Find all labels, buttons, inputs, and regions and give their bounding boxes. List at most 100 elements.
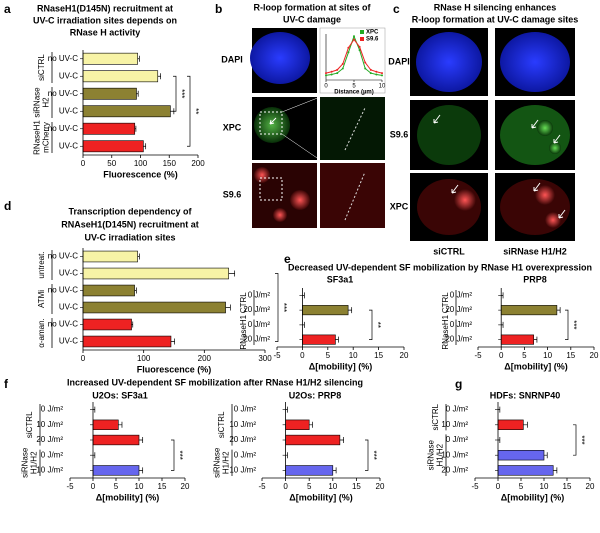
panel-letter: c bbox=[393, 2, 400, 16]
blob bbox=[549, 142, 561, 154]
category-label: no UV-C bbox=[48, 124, 78, 133]
significance-label: *** bbox=[279, 303, 288, 312]
panel-title: UV-C damage bbox=[283, 14, 341, 24]
group-label: siRNase bbox=[21, 447, 30, 478]
group-label: CTRL bbox=[441, 292, 450, 313]
x-tick-label: 10 bbox=[379, 84, 386, 90]
category-label: 0 J/m² bbox=[450, 290, 473, 299]
nucleus bbox=[416, 32, 482, 92]
bar bbox=[82, 70, 159, 83]
x-axis-label: Fluorescence (%) bbox=[103, 169, 178, 179]
significance-label: *** bbox=[569, 320, 578, 329]
x-axis-label: Δ[mobility] (%) bbox=[96, 492, 159, 502]
x-tick-label: 20 bbox=[400, 351, 409, 360]
category-label: 10 J/m² bbox=[229, 466, 256, 475]
group-label: siCTRL bbox=[217, 411, 226, 438]
group-label: siCTRL bbox=[37, 54, 46, 81]
significance-label: ** bbox=[373, 322, 382, 328]
chart-subtitle: U2Os: SF3a1 bbox=[92, 390, 148, 400]
x-tick-label: 0 bbox=[81, 159, 86, 168]
bar bbox=[82, 250, 138, 263]
group-label: siRNase bbox=[213, 447, 222, 478]
arrow bbox=[531, 119, 539, 129]
x-tick-label: 20 bbox=[586, 482, 595, 491]
group-label: H1/H2 bbox=[436, 443, 445, 466]
bar bbox=[82, 87, 137, 100]
bar bbox=[497, 419, 524, 430]
chart-title: RNAseH1(D145N) recruitment at bbox=[61, 219, 199, 229]
bar bbox=[497, 450, 545, 461]
category-label: 20 J/m² bbox=[229, 435, 256, 444]
error-bar bbox=[131, 321, 134, 328]
x-axis-label: Distance (µm) bbox=[334, 90, 373, 96]
x-tick-label: 20 bbox=[376, 482, 385, 491]
row-label: DAPI bbox=[388, 56, 410, 66]
category-label: UV-C bbox=[59, 141, 78, 150]
nucleus bbox=[500, 179, 570, 235]
error-bar bbox=[339, 437, 345, 443]
profile-line bbox=[344, 171, 366, 221]
error-bar bbox=[137, 55, 140, 62]
x-tick-label: -5 bbox=[66, 482, 74, 491]
panel-title: RNase H silencing enhances bbox=[434, 2, 557, 12]
group-label: α-aman. bbox=[37, 318, 46, 348]
bar bbox=[285, 465, 334, 476]
panel-letter: g bbox=[455, 377, 462, 391]
column-label: siCTRL bbox=[433, 246, 465, 256]
legend-label: S9.6 bbox=[366, 37, 379, 43]
roi bbox=[259, 177, 283, 201]
x-tick-label: 20 bbox=[181, 482, 190, 491]
x-tick-label: 200 bbox=[191, 159, 205, 168]
error-bar bbox=[118, 421, 123, 428]
error-bar bbox=[139, 467, 144, 474]
category-label: 0 J/m² bbox=[248, 290, 271, 299]
chart-title: Decreased UV-dependent SF mobilization b… bbox=[288, 262, 592, 272]
x-tick-label: -5 bbox=[471, 482, 479, 491]
bar bbox=[82, 140, 144, 153]
chart-title: UV-C irradiation sites depends on bbox=[33, 15, 177, 25]
group-label: untreat. bbox=[37, 251, 46, 278]
x-tick-label: 15 bbox=[158, 482, 167, 491]
bar bbox=[92, 434, 140, 446]
row-label: XPC bbox=[223, 122, 242, 132]
bar bbox=[302, 305, 349, 316]
x-tick-label: 15 bbox=[352, 482, 361, 491]
group-label: RNaseH1 bbox=[441, 314, 450, 349]
category-label: no UV-C bbox=[48, 89, 78, 98]
error-bar bbox=[332, 467, 337, 474]
category-label: 0 J/m² bbox=[446, 435, 469, 444]
bar bbox=[92, 465, 140, 476]
error-bar bbox=[533, 336, 538, 343]
error-bar bbox=[136, 90, 139, 97]
significance-bracket bbox=[565, 309, 569, 340]
bar bbox=[285, 434, 341, 446]
error-bar bbox=[523, 421, 528, 428]
x-tick-label: 50 bbox=[107, 159, 116, 168]
significance-label: *** bbox=[177, 89, 186, 98]
group-label: H1/H2 bbox=[222, 451, 231, 474]
x-tick-label: 5 bbox=[352, 84, 356, 90]
legend-label: XPC bbox=[366, 30, 379, 36]
x-tick-label: 15 bbox=[374, 351, 383, 360]
x-tick-label: 0 bbox=[283, 482, 288, 491]
x-tick-label: -5 bbox=[273, 351, 281, 360]
error-bar bbox=[556, 307, 561, 314]
category-label: 10 J/m² bbox=[36, 466, 63, 475]
error-bar bbox=[139, 437, 144, 443]
chart-subtitle: PRP8 bbox=[523, 274, 547, 284]
group-label: siRNase bbox=[427, 440, 436, 471]
bar bbox=[92, 419, 119, 430]
x-tick-label: -5 bbox=[474, 351, 482, 360]
bar bbox=[285, 419, 310, 430]
bar bbox=[82, 318, 132, 331]
category-label: UV-C bbox=[59, 337, 78, 346]
blob bbox=[454, 189, 476, 211]
row-label: DAPI bbox=[221, 54, 243, 64]
x-axis-label: Fluorescence (%) bbox=[137, 364, 212, 374]
significance-bracket bbox=[365, 439, 369, 471]
error-bar bbox=[348, 307, 353, 314]
significance-bracket bbox=[275, 273, 279, 342]
legend-swatch bbox=[360, 37, 364, 41]
panel-letter: d bbox=[4, 199, 11, 213]
